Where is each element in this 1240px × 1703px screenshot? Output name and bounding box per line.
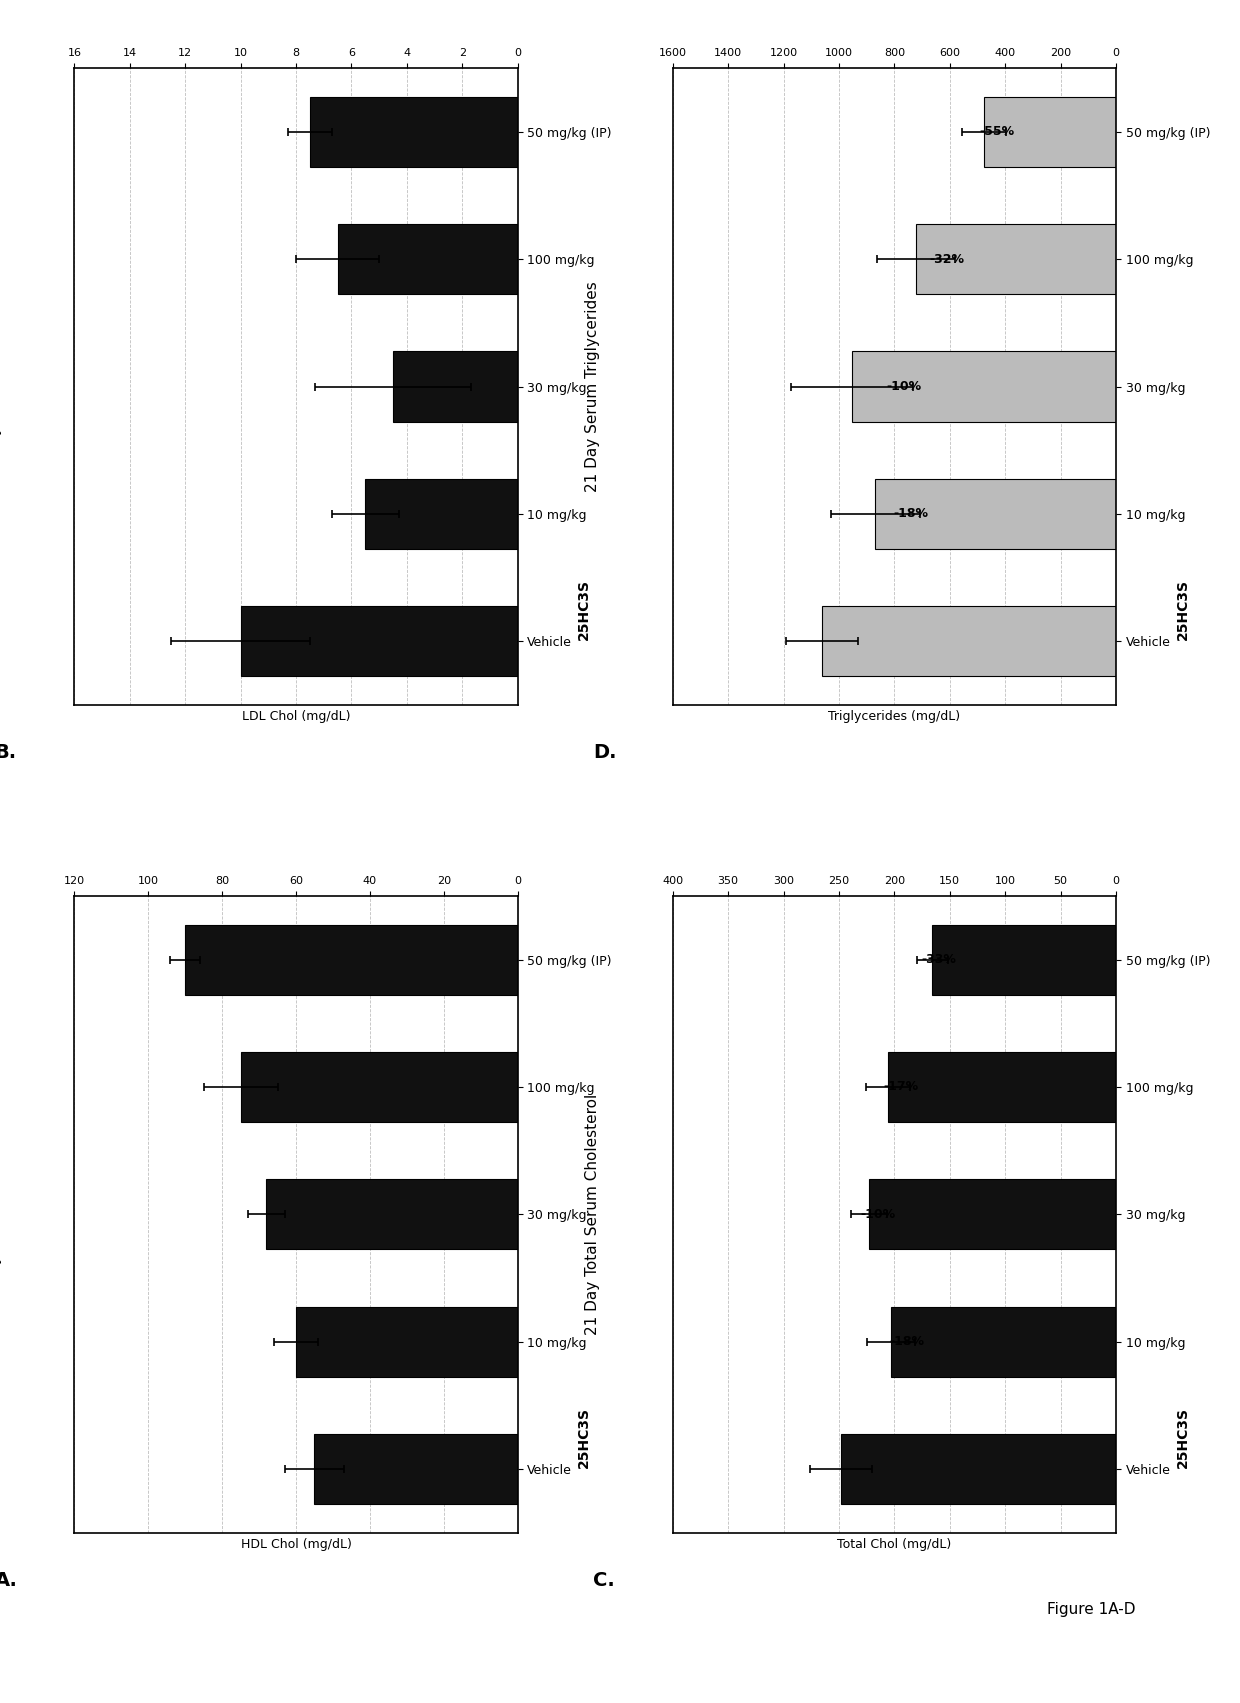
Text: -55%: -55% <box>980 126 1014 138</box>
Text: -17%: -17% <box>884 1080 919 1093</box>
X-axis label: Total Chol (mg/dL): Total Chol (mg/dL) <box>837 1538 951 1551</box>
Bar <box>932 925 1116 995</box>
Bar <box>241 1052 517 1122</box>
X-axis label: Triglycerides (mg/dL): Triglycerides (mg/dL) <box>828 710 961 724</box>
Bar <box>296 1306 517 1376</box>
Text: 21 Day Serum Triglycerides: 21 Day Serum Triglycerides <box>585 281 600 492</box>
Bar <box>892 1306 1116 1376</box>
Bar <box>337 225 517 295</box>
Text: -32%: -32% <box>929 252 963 266</box>
Text: 21 Day Serum HDL Chol.: 21 Day Serum HDL Chol. <box>0 1119 2 1310</box>
X-axis label: HDL Chol (mg/dL): HDL Chol (mg/dL) <box>241 1538 351 1551</box>
Bar <box>875 479 1116 548</box>
Bar <box>888 1052 1116 1122</box>
Bar <box>852 351 1116 422</box>
Text: 21 Day Serum LDL Chol.: 21 Day Serum LDL Chol. <box>0 293 2 480</box>
Bar <box>916 225 1116 295</box>
Text: 21 Day Total Serum Cholesterol: 21 Day Total Serum Cholesterol <box>585 1093 600 1335</box>
Text: -33%: -33% <box>921 954 956 966</box>
Bar <box>822 606 1116 676</box>
Bar <box>267 1178 517 1250</box>
Text: 25HC3S: 25HC3S <box>1176 1407 1189 1468</box>
Bar <box>241 606 517 676</box>
Text: B.: B. <box>0 743 17 763</box>
Text: A.: A. <box>0 1570 17 1591</box>
Text: -10%: -10% <box>887 380 921 393</box>
Bar <box>366 479 517 548</box>
X-axis label: LDL Chol (mg/dL): LDL Chol (mg/dL) <box>242 710 350 724</box>
Text: -18%: -18% <box>894 507 929 521</box>
Bar <box>393 351 517 422</box>
Text: 25HC3S: 25HC3S <box>577 579 591 640</box>
Text: -18%: -18% <box>889 1335 924 1349</box>
Bar <box>983 97 1116 167</box>
Text: -10%: -10% <box>861 1207 895 1221</box>
Bar <box>869 1178 1116 1250</box>
Bar <box>310 97 517 167</box>
Text: C.: C. <box>593 1570 615 1591</box>
Text: 25HC3S: 25HC3S <box>577 1407 591 1468</box>
Bar <box>841 1434 1116 1504</box>
Text: 25HC3S: 25HC3S <box>1176 579 1189 640</box>
Text: Figure 1A-D: Figure 1A-D <box>1047 1603 1136 1616</box>
Bar <box>315 1434 517 1504</box>
Bar <box>185 925 517 995</box>
Text: D.: D. <box>593 743 616 763</box>
